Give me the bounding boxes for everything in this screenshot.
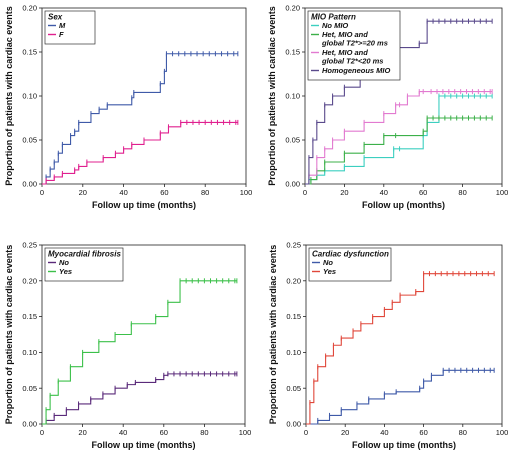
y-tick-label: 0.05 bbox=[286, 384, 301, 393]
y-tick-label: 0.15 bbox=[286, 312, 301, 321]
y-tick-label: 0.20 bbox=[22, 4, 37, 13]
legend-title: MIO Pattern bbox=[311, 13, 356, 22]
x-tick-label: 40 bbox=[119, 188, 127, 197]
series-line-2 bbox=[42, 121, 238, 185]
y-tick-label: 0.10 bbox=[285, 92, 300, 101]
y-tick-label: 0.10 bbox=[22, 92, 37, 101]
x-tick-label: 40 bbox=[119, 428, 127, 437]
y-tick-label: 0.05 bbox=[285, 136, 300, 145]
chart-panel-4: 0 20 40 60 80 100 0.00 0.05 0.10 0.15 0.20 0.25 Foll… bbox=[268, 241, 508, 450]
legend-title: Cardiac dysfunction bbox=[312, 250, 389, 259]
x-tick-label: 20 bbox=[341, 428, 349, 437]
x-tick-label: 100 bbox=[496, 188, 509, 197]
legend-box bbox=[308, 247, 392, 282]
x-tick-label: 0 bbox=[40, 428, 44, 437]
y-tick-label: 0.05 bbox=[22, 136, 37, 145]
x-axis-label: Follow up time (months) bbox=[352, 440, 456, 450]
x-tick-label: 100 bbox=[239, 428, 252, 437]
series-line-1 bbox=[42, 373, 237, 425]
x-tick-label: 60 bbox=[160, 428, 168, 437]
x-tick-label: 40 bbox=[380, 188, 388, 197]
y-axis-label: Proportion of patients with cardiac even… bbox=[268, 245, 278, 425]
y-tick-label: 0.20 bbox=[22, 276, 37, 285]
x-tick-label: 100 bbox=[240, 188, 253, 197]
x-tick-label: 0 bbox=[303, 188, 307, 197]
legend-box bbox=[307, 10, 401, 81]
x-tick-label: 20 bbox=[340, 188, 348, 197]
y-tick-label: 0.25 bbox=[286, 241, 301, 250]
legend-entry: No MIO bbox=[322, 21, 348, 30]
legend-title: Myocardial fibrosis bbox=[48, 250, 121, 259]
x-tick-label: 60 bbox=[419, 188, 427, 197]
x-tick-label: 0 bbox=[40, 188, 44, 197]
y-tick-label: 0.00 bbox=[285, 180, 300, 189]
y-tick-label: 0.00 bbox=[22, 180, 37, 189]
legend-entry: No bbox=[59, 258, 69, 267]
series-line-2 bbox=[306, 273, 495, 425]
y-tick-label: 0.10 bbox=[22, 348, 37, 357]
x-tick-label: 80 bbox=[458, 188, 466, 197]
chart-panel-1: 0 20 40 60 80 100 0.00 0.05 0.10 0.15 0.20 Follow u… bbox=[4, 4, 252, 210]
y-tick-label: 0.15 bbox=[22, 312, 37, 321]
y-tick-label: 0.20 bbox=[285, 4, 300, 13]
y-tick-label: 0.10 bbox=[286, 348, 301, 357]
y-axis-label: Proportion of patients with cardiac even… bbox=[267, 6, 277, 186]
y-tick-label: 0.00 bbox=[286, 420, 301, 429]
legend-entry: Yes bbox=[323, 267, 336, 276]
legend-entry: M bbox=[59, 21, 66, 30]
x-tick-label: 80 bbox=[201, 188, 209, 197]
x-tick-label: 20 bbox=[78, 428, 86, 437]
series-line-4 bbox=[305, 20, 493, 185]
legend-box bbox=[44, 10, 96, 45]
x-tick-label: 40 bbox=[380, 428, 388, 437]
x-tick-label: 60 bbox=[419, 428, 427, 437]
x-axis-label: Follow up time (months) bbox=[92, 440, 196, 450]
legend-entry: Het, MIO and global T2*>=20 ms bbox=[321, 30, 388, 48]
y-tick-label: 0.15 bbox=[285, 48, 300, 57]
x-tick-label: 60 bbox=[160, 188, 168, 197]
x-tick-label: 0 bbox=[304, 428, 308, 437]
legend-title: Sex bbox=[48, 13, 63, 22]
y-axis-label: Proportion of patients with cardiac even… bbox=[4, 245, 14, 425]
series-line-1 bbox=[42, 53, 238, 185]
x-tick-label: 100 bbox=[496, 428, 509, 437]
x-tick-label: 80 bbox=[459, 428, 467, 437]
legend-entry: Homogeneous MIO bbox=[322, 66, 391, 75]
y-tick-label: 0.15 bbox=[22, 48, 37, 57]
y-tick-label: 0.25 bbox=[22, 241, 37, 250]
x-axis-label: Follow up (months) bbox=[362, 200, 445, 210]
y-tick-label: 0.05 bbox=[22, 384, 37, 393]
chart-panel-3: 0 20 40 60 80 100 0.00 0.05 0.10 0.15 0.20 0.25 Foll… bbox=[4, 241, 251, 450]
x-tick-label: 80 bbox=[200, 428, 208, 437]
x-axis-label: Follow up time (months) bbox=[92, 200, 196, 210]
legend-entry: Het, MIO and global T2*<20 ms bbox=[321, 48, 383, 66]
y-tick-label: 0.00 bbox=[22, 420, 37, 429]
legend-entry: Yes bbox=[59, 267, 72, 276]
y-tick-label: 0.20 bbox=[286, 276, 301, 285]
legend-entry: No bbox=[323, 258, 333, 267]
x-tick-label: 20 bbox=[79, 188, 87, 197]
legend-box bbox=[44, 247, 124, 282]
legend-entry: F bbox=[59, 30, 64, 39]
chart-panel-2: 0 20 40 60 80 100 0.00 0.05 0.10 0.15 0.20 Follow u… bbox=[267, 4, 508, 210]
y-axis-label: Proportion of patients with cardiac even… bbox=[4, 6, 14, 186]
